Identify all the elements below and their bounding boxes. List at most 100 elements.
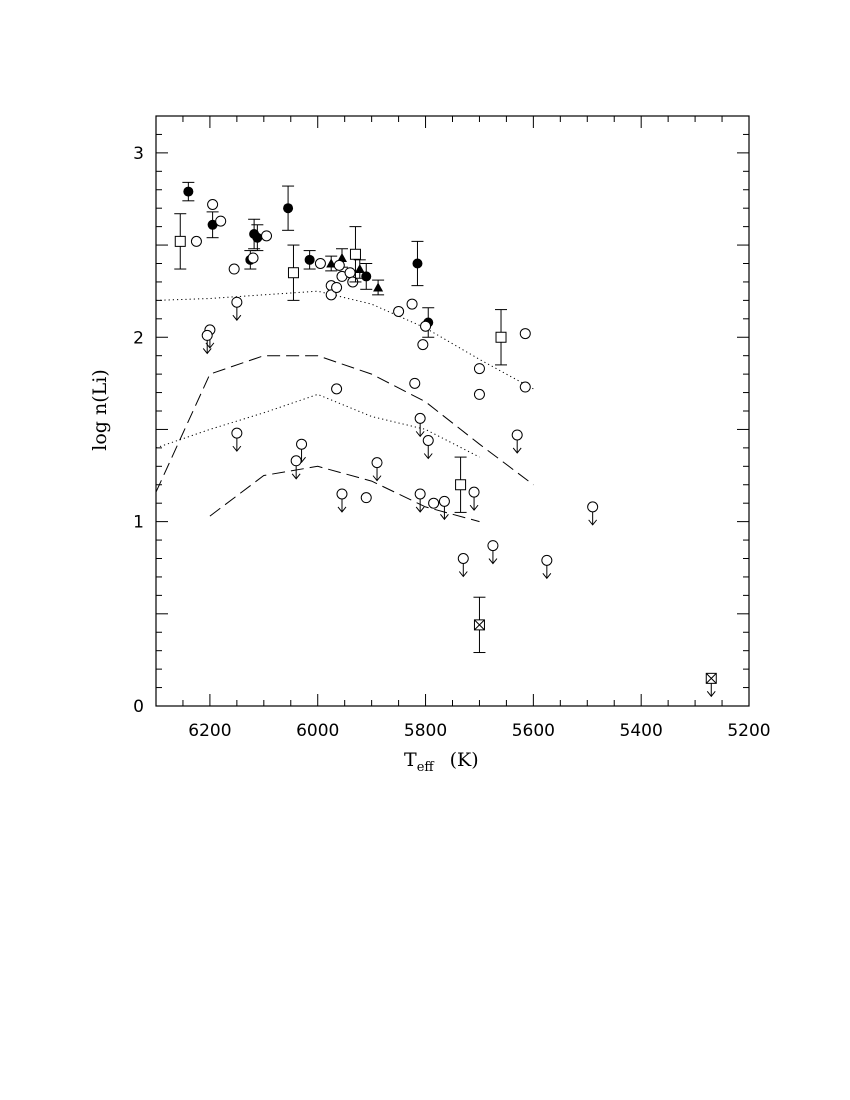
data-point bbox=[371, 457, 383, 482]
open-circle-marker bbox=[414, 488, 426, 500]
data-point bbox=[411, 240, 424, 287]
open-circle-marker bbox=[261, 230, 273, 242]
data-point bbox=[206, 211, 219, 239]
data-point bbox=[296, 438, 308, 463]
open-circle-marker bbox=[296, 438, 308, 450]
model-curves bbox=[155, 290, 534, 523]
upper-limit-arrowhead bbox=[372, 475, 382, 482]
open-circle-marker bbox=[344, 267, 356, 279]
data-point bbox=[393, 305, 405, 317]
filled-circle-marker bbox=[412, 258, 423, 269]
data-point bbox=[290, 455, 302, 480]
filled-circle-marker bbox=[304, 254, 315, 265]
upper-limit-arrowhead bbox=[415, 431, 425, 438]
open-circle-marker bbox=[190, 235, 202, 247]
filled-triangle-marker bbox=[326, 258, 337, 268]
filled-circle-marker bbox=[207, 219, 218, 230]
open-circle-marker bbox=[414, 412, 426, 424]
upper-limit-arrowhead bbox=[458, 571, 468, 578]
filled-triangle-marker bbox=[373, 282, 384, 292]
filled-triangle-marker bbox=[354, 264, 365, 274]
data-points bbox=[174, 181, 717, 698]
data-point bbox=[207, 199, 219, 210]
data-point bbox=[325, 289, 337, 301]
data-point bbox=[420, 320, 432, 332]
data-point bbox=[360, 263, 373, 290]
open-circle-marker bbox=[360, 492, 372, 504]
open-circle-marker bbox=[587, 501, 599, 513]
data-point bbox=[519, 381, 531, 393]
upper-limit-arrowhead bbox=[232, 314, 242, 322]
x-tick-label: 6200 bbox=[188, 721, 231, 741]
open-circle-marker bbox=[511, 429, 523, 441]
open-circle-marker bbox=[420, 320, 432, 332]
data-point bbox=[414, 488, 426, 513]
y-axis-label: log n(Li) bbox=[89, 369, 111, 450]
upper-limit-arrowhead bbox=[337, 506, 347, 513]
data-point bbox=[190, 235, 202, 247]
y-tick-label: 1 bbox=[133, 513, 144, 533]
x-axis-label-sub: eff bbox=[417, 760, 436, 775]
open-circle-marker bbox=[228, 263, 240, 275]
data-point bbox=[325, 255, 338, 272]
data-point bbox=[473, 363, 485, 375]
upper-limit-arrowhead bbox=[202, 348, 212, 355]
upper-limit-arrowhead bbox=[706, 691, 716, 698]
open-circle-marker bbox=[314, 258, 326, 269]
data-point bbox=[282, 185, 295, 231]
data-point bbox=[360, 492, 372, 504]
data-point bbox=[182, 181, 195, 202]
dotted-model-curve bbox=[155, 393, 480, 458]
x-tick-label: 5800 bbox=[404, 721, 447, 741]
open-circle-marker bbox=[231, 296, 243, 308]
data-point bbox=[487, 540, 499, 565]
upper-limit-arrowhead bbox=[440, 514, 449, 521]
x-axis-label-main: T bbox=[404, 749, 417, 771]
dashed-model-curve bbox=[155, 355, 534, 493]
open-circle-marker bbox=[331, 383, 343, 395]
x-tick-label: 5200 bbox=[727, 721, 770, 741]
open-circle-marker bbox=[371, 457, 383, 469]
open-circle-marker bbox=[215, 215, 227, 227]
data-point bbox=[215, 215, 227, 227]
filled-circle-marker bbox=[361, 271, 372, 282]
x-tick-label: 6000 bbox=[296, 721, 339, 741]
filled-circle-marker bbox=[183, 186, 194, 197]
open-circle-marker bbox=[409, 377, 421, 389]
axis-ticks bbox=[155, 115, 750, 707]
x-axis-label-unit: (K) bbox=[450, 749, 479, 771]
data-point bbox=[519, 328, 531, 340]
data-point bbox=[287, 244, 300, 301]
plot-frame bbox=[155, 115, 750, 707]
dashed-model-curve bbox=[209, 465, 480, 523]
data-point bbox=[251, 224, 264, 252]
open-circle-marker bbox=[201, 329, 213, 341]
open-circle-marker bbox=[457, 553, 469, 564]
data-point bbox=[468, 486, 480, 511]
upper-limit-arrowhead bbox=[588, 519, 598, 526]
data-point bbox=[428, 497, 440, 509]
upper-limit-arrowhead bbox=[415, 506, 425, 513]
open-circle-marker bbox=[406, 298, 418, 310]
open-circle-marker bbox=[231, 427, 243, 439]
data-point bbox=[414, 412, 426, 438]
data-point bbox=[261, 230, 273, 242]
data-point bbox=[457, 553, 469, 578]
upper-limit-arrowhead bbox=[232, 445, 242, 452]
data-point bbox=[336, 488, 348, 513]
open-circle-marker bbox=[519, 381, 531, 393]
dotted-model-curve bbox=[155, 290, 534, 390]
filled-circle-marker bbox=[252, 232, 263, 243]
data-point bbox=[201, 329, 213, 355]
open-circle-marker bbox=[519, 328, 531, 340]
data-point bbox=[705, 672, 717, 698]
data-point bbox=[438, 495, 450, 521]
upper-limit-arrowhead bbox=[542, 573, 552, 580]
open-circle-marker bbox=[331, 281, 343, 293]
open-square-marker bbox=[495, 331, 507, 343]
tick-labels: 6200 6000 5800 5600 5400 5200 0 1 2 3 bbox=[133, 144, 770, 741]
open-circle-marker bbox=[468, 486, 480, 498]
data-point bbox=[331, 383, 343, 395]
data-point bbox=[422, 435, 434, 460]
